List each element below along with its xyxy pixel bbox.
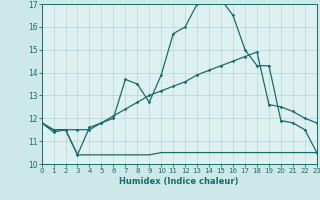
X-axis label: Humidex (Indice chaleur): Humidex (Indice chaleur) (119, 177, 239, 186)
